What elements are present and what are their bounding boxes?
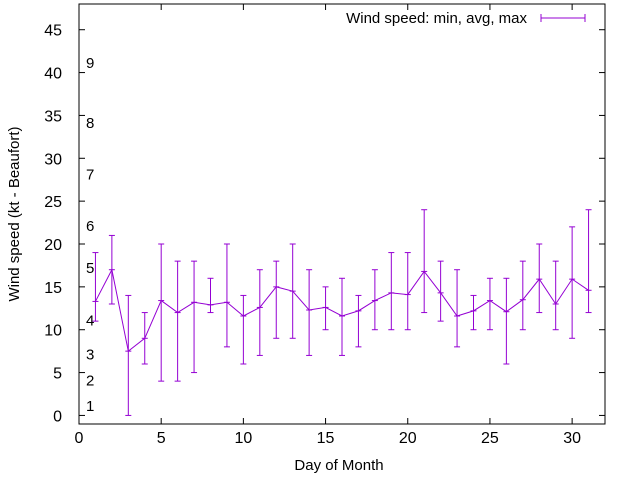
x-tick-label: 15: [317, 430, 335, 447]
x-tick-label: 30: [563, 430, 581, 447]
x-axis-label: Day of Month: [294, 457, 383, 474]
legend-label: Wind speed: min, avg, max: [346, 10, 527, 27]
wind-speed-series: [92, 209, 592, 416]
beaufort-label: 1: [86, 398, 94, 415]
beaufort-label: 6: [86, 218, 94, 235]
x-tick-label: 0: [75, 430, 84, 447]
y-tick-label: 20: [44, 237, 62, 254]
beaufort-annotations: 1 2 3 4 5 6 7 8 9: [86, 55, 94, 415]
plot-frame: [78, 3, 606, 425]
beaufort-label: 7: [86, 167, 94, 184]
y-axis-label: Wind speed (kt - Beaufort): [6, 126, 23, 301]
x-tick-label: 5: [157, 430, 166, 447]
beaufort-label: 9: [86, 55, 94, 72]
beaufort-label: 5: [86, 260, 94, 277]
y-tick-label: 5: [53, 366, 62, 383]
y-tick-label: 45: [44, 23, 62, 40]
x-tick-label: 20: [399, 430, 417, 447]
x-tick-label: 10: [234, 430, 252, 447]
legend: Wind speed: min, avg, max: [346, 10, 586, 27]
x-tick-label: 25: [481, 430, 499, 447]
beaufort-label: 4: [86, 312, 94, 329]
y-tick-label: 0: [53, 408, 62, 425]
y-tick-label: 15: [44, 280, 62, 297]
y-tick-label: 30: [44, 151, 62, 168]
y-tick-label: 40: [44, 66, 62, 83]
y-tick-label: 25: [44, 194, 62, 211]
beaufort-label: 8: [86, 115, 94, 132]
y-tick-label: 10: [44, 323, 62, 340]
y-tick-label: 35: [44, 108, 62, 125]
beaufort-label: 3: [86, 347, 94, 364]
beaufort-label: 2: [86, 372, 94, 389]
axis-ticks: [78, 4, 605, 424]
